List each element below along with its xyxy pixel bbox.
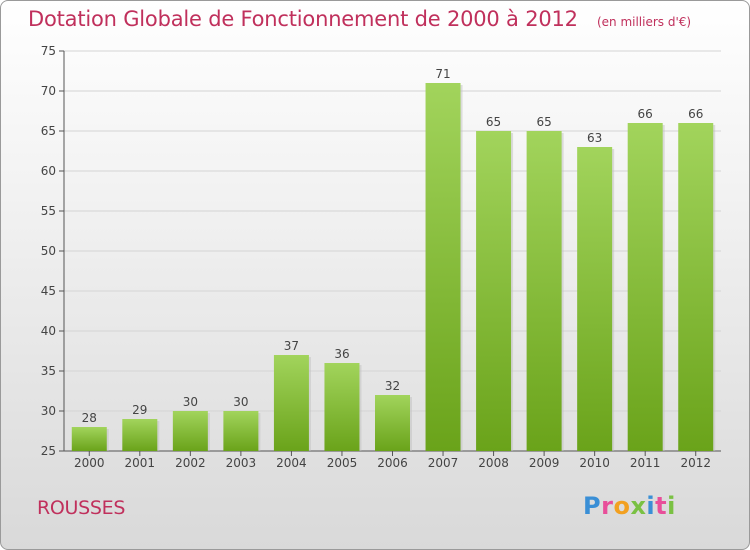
bar <box>273 355 309 451</box>
data-label: 30 <box>183 395 198 409</box>
x-tick-label: 2002 <box>175 456 206 470</box>
x-tick-label: 2004 <box>276 456 307 470</box>
bar <box>627 123 663 451</box>
data-label: 66 <box>638 107 653 121</box>
x-tick-label: 2011 <box>630 456 661 470</box>
bar <box>476 131 512 451</box>
x-tick-label: 2000 <box>74 456 105 470</box>
logo-letter: x <box>630 492 647 520</box>
y-tick-label: 50 <box>41 244 56 258</box>
y-tick-label: 45 <box>41 284 56 298</box>
logo-letter: o <box>613 492 631 520</box>
bar <box>122 419 158 451</box>
x-tick-label: 2010 <box>579 456 610 470</box>
x-tick-label: 2012 <box>680 456 711 470</box>
logo-letter: t <box>655 492 668 520</box>
y-tick-label: 30 <box>41 404 56 418</box>
y-tick-label: 70 <box>41 84 56 98</box>
data-label: 71 <box>435 67 450 81</box>
y-tick-label: 40 <box>41 324 56 338</box>
x-tick-label: 2005 <box>327 456 358 470</box>
bars <box>71 83 716 451</box>
logo-letter: r <box>601 492 614 520</box>
data-label: 29 <box>132 403 147 417</box>
y-tick-label: 60 <box>41 164 56 178</box>
y-tick-label: 25 <box>41 444 56 458</box>
labels: 25 30 35 40 45 50 55 60 65 70 75 28 2000 29 2001 30 2002… <box>41 44 711 470</box>
x-tick-label: 2001 <box>125 456 156 470</box>
title-row: Dotation Globale de Fonctionnement de 20… <box>28 7 691 31</box>
data-label: 66 <box>688 107 703 121</box>
y-tick-label: 65 <box>41 124 56 138</box>
x-tick-label: 2007 <box>428 456 459 470</box>
data-label: 28 <box>82 411 97 425</box>
bar <box>678 123 714 451</box>
commune-name: ROUSSES <box>37 497 126 519</box>
data-label: 32 <box>385 379 400 393</box>
data-label: 36 <box>334 347 349 361</box>
proxiti-logo[interactable]: Proxiti <box>583 492 676 520</box>
y-tick-label: 75 <box>41 44 56 58</box>
data-label: 63 <box>587 131 602 145</box>
x-tick-label: 2008 <box>478 456 509 470</box>
bar <box>577 147 613 451</box>
data-label: 30 <box>233 395 248 409</box>
chart-title: Dotation Globale de Fonctionnement de 20… <box>28 7 578 31</box>
data-label: 65 <box>486 115 501 129</box>
logo-letter: P <box>583 492 602 520</box>
bar <box>223 411 259 451</box>
bar <box>375 395 410 451</box>
x-tick-label: 2003 <box>226 456 257 470</box>
bar <box>526 131 562 451</box>
bar <box>71 427 107 451</box>
y-tick-label: 55 <box>41 204 56 218</box>
logo-letter: i <box>646 492 656 520</box>
bar <box>172 411 208 451</box>
x-tick-label: 2006 <box>377 456 408 470</box>
data-label: 37 <box>284 339 299 353</box>
y-tick-label: 35 <box>41 364 56 378</box>
bar <box>425 83 461 451</box>
logo-letter: i <box>667 492 676 520</box>
chart-unit: (en milliers d'€) <box>596 15 692 29</box>
data-label: 65 <box>536 115 551 129</box>
x-tick-label: 2009 <box>529 456 560 470</box>
bar <box>324 363 360 451</box>
